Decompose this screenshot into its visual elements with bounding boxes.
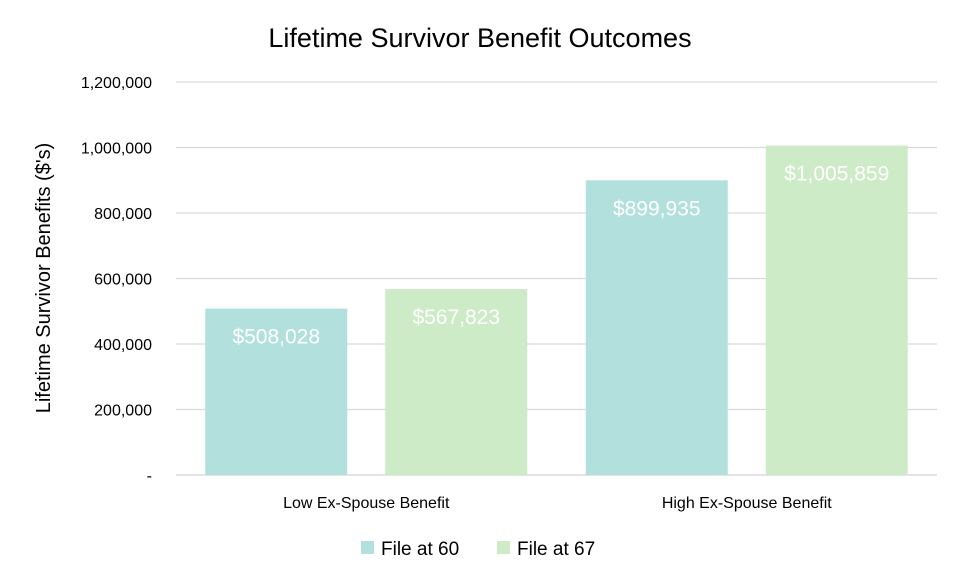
legend-label: File at 60 <box>381 539 459 560</box>
bar <box>385 289 528 475</box>
chart-title: Lifetime Survivor Benefit Outcomes <box>268 23 691 53</box>
bars: $508,028 $567,823 $899,935 $1,005,859 <box>205 145 908 475</box>
data-label: $1,005,859 <box>784 163 889 186</box>
y-tick-label: 1,000,000 <box>81 141 152 158</box>
legend-swatch <box>361 541 374 554</box>
legend: File at 60 File at 67 <box>361 539 595 560</box>
bar <box>585 180 728 475</box>
y-tick-label: 200,000 <box>94 403 152 420</box>
y-axis-label: Lifetime Survivor Benefits ($'s) <box>33 143 55 414</box>
y-tick-label: - <box>147 468 152 485</box>
y-axis-ticks: - 200,000 400,000 600,000 800,000 1,000,000 1,… <box>81 75 152 485</box>
data-label: $899,935 <box>613 197 701 220</box>
legend-label: File at 67 <box>517 539 595 560</box>
y-tick-label: 800,000 <box>94 206 152 223</box>
data-label: $508,028 <box>232 326 320 349</box>
x-axis-ticks: Low Ex-Spouse Benefit High Ex-Spouse Bene… <box>283 495 832 512</box>
y-tick-label: 1,200,000 <box>81 75 152 92</box>
data-label: $567,823 <box>412 306 500 329</box>
bar <box>205 308 348 475</box>
y-tick-label: 600,000 <box>94 272 152 289</box>
bar <box>765 145 908 475</box>
y-tick-label: 400,000 <box>94 337 152 354</box>
legend-swatch <box>497 541 510 554</box>
x-tick-label: Low Ex-Spouse Benefit <box>283 495 450 512</box>
x-tick-label: High Ex-Spouse Benefit <box>662 495 832 512</box>
